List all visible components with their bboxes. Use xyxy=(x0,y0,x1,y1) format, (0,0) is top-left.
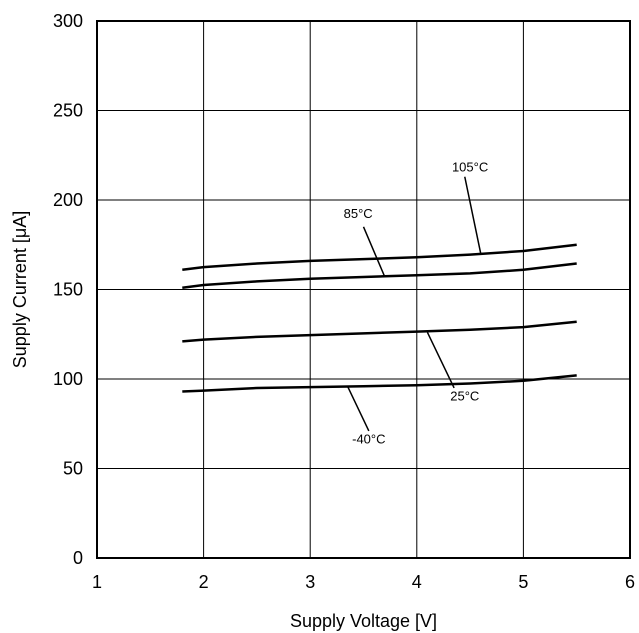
series-labels: 105°C 85°C 25°C -40°C xyxy=(344,159,489,446)
y-tick-label: 250 xyxy=(53,101,83,121)
x-tick-label: 5 xyxy=(518,572,528,592)
x-tick-label: 4 xyxy=(412,572,422,592)
series-lines xyxy=(182,243,577,393)
x-tick-label: 3 xyxy=(305,572,315,592)
series-line xyxy=(182,320,577,343)
series-line xyxy=(182,374,577,393)
leader-line xyxy=(426,332,455,389)
plot-frame xyxy=(96,20,631,559)
grid xyxy=(97,21,630,558)
leader-line xyxy=(464,176,482,254)
series-label: 85°C xyxy=(344,206,373,221)
y-tick-label: 0 xyxy=(73,548,83,568)
leader-lines xyxy=(346,176,482,432)
tick-labels: 1 2 3 4 5 6 0 50 100 150 200 250 300 xyxy=(53,11,635,592)
x-tick-label: 2 xyxy=(199,572,209,592)
x-tick-label: 6 xyxy=(625,572,635,592)
y-tick-label: 200 xyxy=(53,190,83,210)
y-tick-label: 300 xyxy=(53,11,83,31)
leader-line xyxy=(362,226,386,278)
x-axis-title: Supply Voltage [V] xyxy=(290,611,437,631)
series-label: 25°C xyxy=(450,388,479,403)
y-tick-label: 150 xyxy=(53,280,83,300)
series-line xyxy=(182,262,577,289)
y-tick-label: 50 xyxy=(63,459,83,479)
series-line xyxy=(182,243,577,272)
series-label: 105°C xyxy=(452,159,488,174)
series-label: -40°C xyxy=(352,431,385,446)
y-tick-label: 100 xyxy=(53,369,83,389)
y-axis-title: Supply Current [μA] xyxy=(10,211,30,368)
leader-line xyxy=(346,385,370,432)
x-tick-label: 1 xyxy=(92,572,102,592)
